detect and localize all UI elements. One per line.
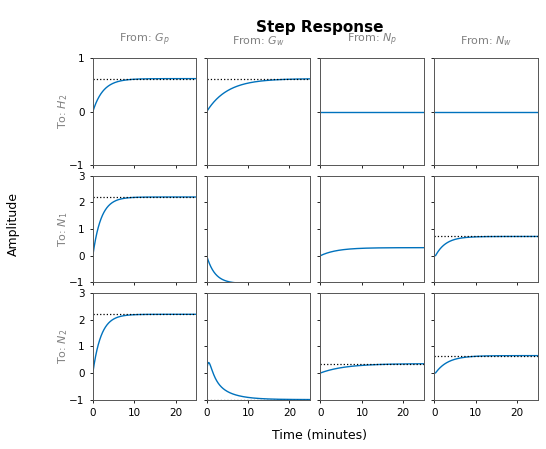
Text: From: $G_p$: From: $G_p$ (119, 32, 170, 48)
Text: To: $H_2$: To: $H_2$ (56, 94, 70, 129)
Text: From: $N_w$: From: $N_w$ (460, 35, 512, 48)
Text: Step Response: Step Response (256, 20, 383, 35)
Text: Time (minutes): Time (minutes) (272, 429, 367, 442)
Text: To: $N_1$: To: $N_1$ (56, 211, 70, 247)
Text: Amplitude: Amplitude (7, 193, 20, 256)
Text: From: $G_w$: From: $G_w$ (232, 35, 284, 48)
Text: To: $N_2$: To: $N_2$ (56, 329, 70, 364)
Text: From: $N_p$: From: $N_p$ (347, 32, 397, 48)
